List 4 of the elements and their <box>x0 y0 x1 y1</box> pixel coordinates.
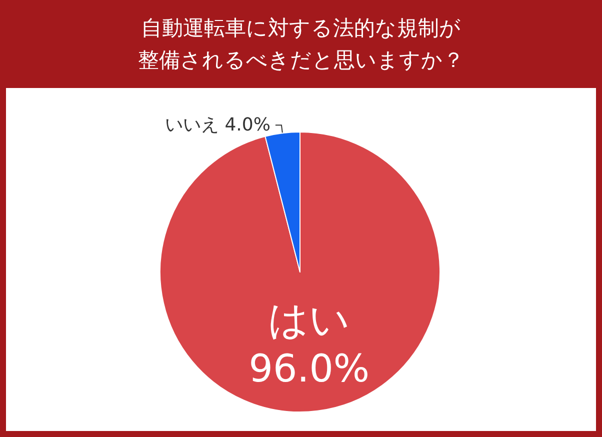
chart-title: 自動運転車に対する法的な規制が整備されるべきだと思いますか？ <box>137 15 465 74</box>
slice-label: いいえ 4.0% <box>165 114 270 136</box>
slice-label: はい <box>268 297 350 344</box>
data-label: 96.0% <box>248 346 370 390</box>
